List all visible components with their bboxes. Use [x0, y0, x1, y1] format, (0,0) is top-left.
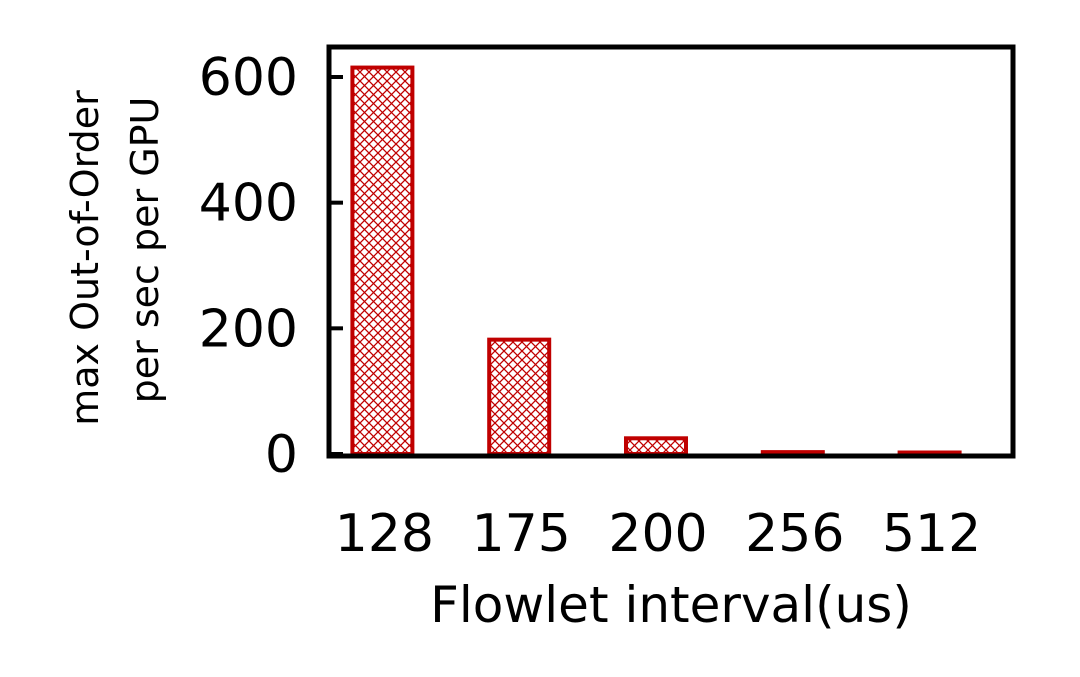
x-tick-label-175: 175 [472, 504, 571, 564]
x-axis-title: Flowlet interval(us) [430, 576, 912, 634]
bars-layer [350, 65, 962, 457]
x-tick-label-128: 128 [335, 504, 434, 564]
x-tick-label-200: 200 [608, 504, 707, 564]
y-ticks-layer: 0 200 400 600 [199, 48, 343, 485]
bar-128 [350, 65, 415, 456]
y-tick-label-400: 400 [199, 174, 298, 234]
y-axis-title-line-2: per sec per GPU [123, 97, 167, 404]
x-ticks-layer: 128 175 200 256 512 [335, 504, 981, 564]
bar-175 [487, 337, 552, 457]
y-tick-label-0: 0 [265, 425, 298, 485]
x-tick-label-512: 512 [882, 504, 981, 564]
y-axis-title-line-1: max Out-of-Order [63, 90, 107, 426]
y-tick-label-200: 200 [199, 299, 298, 359]
plot-frame [326, 44, 1016, 459]
y-tick-label-600: 600 [199, 48, 298, 108]
bar-200 [624, 436, 688, 456]
x-tick-label-256: 256 [745, 504, 844, 564]
